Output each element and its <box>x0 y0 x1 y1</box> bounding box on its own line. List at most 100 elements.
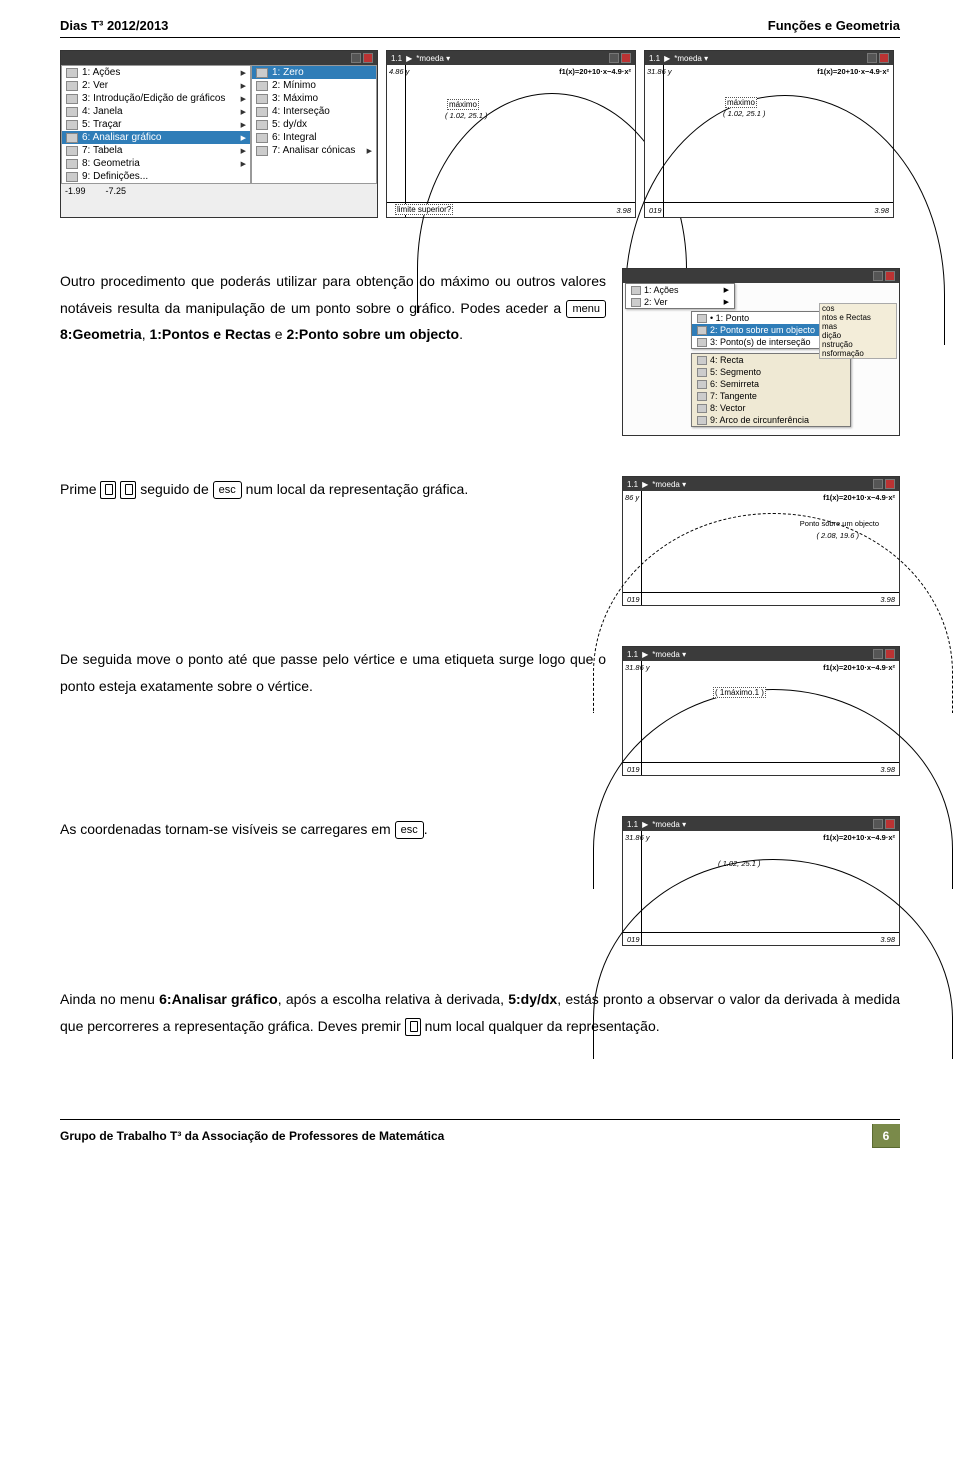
submenu-item[interactable]: 2: Mínimo <box>252 79 376 92</box>
menu-item[interactable]: 2: Ver <box>62 79 250 92</box>
coords-label: ( 1.02, 25.1 ) <box>718 859 761 868</box>
titlebar-icon <box>609 53 619 63</box>
doc-name: *moeda ▾ <box>652 650 686 659</box>
x-left: 019 <box>627 935 640 944</box>
menu-icon <box>697 392 707 401</box>
menu-icon <box>697 404 707 413</box>
fx-label: f1(x)=20+10·x−4.9·x² <box>559 67 631 76</box>
paragraph-4: As coordenadas tornam-se visíveis se car… <box>60 816 606 843</box>
esc-key: esc <box>395 821 424 839</box>
max-point: ( 1.02, 25.1 ) <box>445 111 488 120</box>
screenshot-graph-3: 1.1 ▶ *moeda ▾ 31.86 y f1(x)=20+10·x−4.9… <box>644 50 894 218</box>
screenshot-ponto: 1.1 ▶ *moeda ▾ 86 y f1(x)=20+10·x−4.9·x²… <box>622 476 900 606</box>
menu-item[interactable]: 1: Ações <box>62 66 250 79</box>
tab-num: 1.1 <box>627 820 638 829</box>
top-screenshot-row: 1: Ações2: Ver3: Introdução/Edição de gr… <box>60 50 900 218</box>
titlebar: 1.1 ▶ *moeda ▾ <box>645 51 893 65</box>
submenu-item[interactable]: 3: Máximo <box>252 92 376 105</box>
submenu-item[interactable]: 5: dy/dx <box>252 118 376 131</box>
titlebar-icon <box>867 53 877 63</box>
menu-item[interactable]: 6: Analisar gráfico <box>62 131 250 144</box>
submenu-item[interactable]: 7: Analisar cónicas <box>252 144 376 157</box>
close-icon <box>621 53 631 63</box>
menu-icon <box>256 146 268 156</box>
fx-label: f1(x)=20+10·x−4.9·x² <box>823 663 895 672</box>
titlebar-icon <box>873 479 883 489</box>
header-right: Funções e Geometria <box>768 18 900 33</box>
menu-icon <box>256 94 268 104</box>
close-icon <box>885 479 895 489</box>
titlebar-icon <box>873 819 883 829</box>
titlebar-icon <box>873 271 883 281</box>
section-4: As coordenadas tornam-se visíveis se car… <box>60 816 900 946</box>
tab-num: 1.1 <box>391 54 402 63</box>
ctx-item[interactable]: 6: Semirreta <box>692 378 850 390</box>
ctx-item[interactable]: 8: Vector <box>692 402 850 414</box>
menu-icon <box>66 68 78 78</box>
vertex-label: ( 1máximo.1 ) <box>713 687 766 698</box>
menu-icon <box>256 81 268 91</box>
tab-num: 1.1 <box>627 480 638 489</box>
menu-icon <box>697 380 707 389</box>
menu-icon <box>66 159 78 169</box>
esc-key: esc <box>213 481 242 499</box>
menu-icon <box>66 172 78 182</box>
screenshot-vertice: 1.1 ▶ *moeda ▾ 31.86 y f1(x)=20+10·x−4.9… <box>622 646 900 776</box>
ctx-item[interactable]: 1: Ações▶ <box>626 284 734 296</box>
tab-num: 1.1 <box>649 54 660 63</box>
header-left: Dias T³ 2012/2013 <box>60 18 168 33</box>
y-label: 31.86 y <box>625 833 650 842</box>
limite-prompt: limite superior? <box>395 204 453 215</box>
menu-item[interactable]: 7: Tabela <box>62 144 250 157</box>
menu-item[interactable]: 9: Definições... <box>62 170 250 183</box>
submenu-item[interactable]: 1: Zero <box>252 66 376 79</box>
doc-name: *moeda ▾ <box>652 480 686 489</box>
click-icon <box>405 1018 421 1036</box>
page-header: Dias T³ 2012/2013 Funções e Geometria <box>60 18 900 33</box>
x-left: 019 <box>627 765 640 774</box>
close-icon <box>885 649 895 659</box>
menu-icon <box>631 298 641 307</box>
menu-icon <box>256 107 268 117</box>
close-icon <box>363 53 373 63</box>
titlebar: 1.1 ▶ *moeda ▾ <box>387 51 635 65</box>
titlebar-icon <box>873 649 883 659</box>
popup-item: nsformação <box>820 349 896 358</box>
menu-item[interactable]: 5: Traçar <box>62 118 250 131</box>
max-point: ( 1.02, 25.1 ) <box>723 109 766 118</box>
menu-icon <box>256 68 268 78</box>
popup-item: mas <box>820 322 896 331</box>
screenshot-context-menu: 1: Ações▶2: Ver▶ • 1: Ponto2: Ponto sobr… <box>622 268 900 436</box>
titlebar-icon <box>351 53 361 63</box>
ctx-main-menu: 1: Ações▶2: Ver▶ <box>625 283 735 309</box>
maximo-label: máximo <box>725 97 757 108</box>
ctx-item[interactable]: 5: Segmento <box>692 366 850 378</box>
x-right: 3.98 <box>616 206 631 215</box>
ctx-below-menu: 4: Recta5: Segmento6: Semirreta7: Tangen… <box>691 353 851 427</box>
submenu-item[interactable]: 6: Integral <box>252 131 376 144</box>
y-label: 86 y <box>625 493 639 502</box>
doc-name: *moeda ▾ <box>652 820 686 829</box>
menu-icon <box>66 146 78 156</box>
x-right: 3.98 <box>880 935 895 944</box>
submenu-item[interactable]: 4: Interseção <box>252 105 376 118</box>
ctx-item[interactable]: 7: Tangente <box>692 390 850 402</box>
menu-item[interactable]: 8: Geometria <box>62 157 250 170</box>
menu-icon <box>697 356 707 365</box>
doc-name: *moeda ▾ <box>416 54 450 63</box>
sub-menu-list: 1: Zero2: Mínimo3: Máximo4: Interseção5:… <box>251 65 377 184</box>
popup-item: nstrução <box>820 340 896 349</box>
main-menu-list: 1: Ações2: Ver3: Introdução/Edição de gr… <box>61 65 251 184</box>
titlebar <box>623 269 899 283</box>
menu-item[interactable]: 4: Janela <box>62 105 250 118</box>
ctx-item[interactable]: 9: Arco de circunferência <box>692 414 850 426</box>
point-label: ( 2.08, 19.6 ) <box>816 531 859 540</box>
y-label: 4.86 y <box>389 67 409 76</box>
menu-item[interactable]: 3: Introdução/Edição de gráficos <box>62 92 250 105</box>
ctx-item[interactable]: 2: Ver▶ <box>626 296 734 308</box>
menu-icon <box>697 416 707 425</box>
maximo-label: máximo <box>447 99 479 110</box>
y-label: 31.86 y <box>625 663 650 672</box>
x-left: 019 <box>649 206 662 215</box>
menu-icon <box>697 314 707 323</box>
